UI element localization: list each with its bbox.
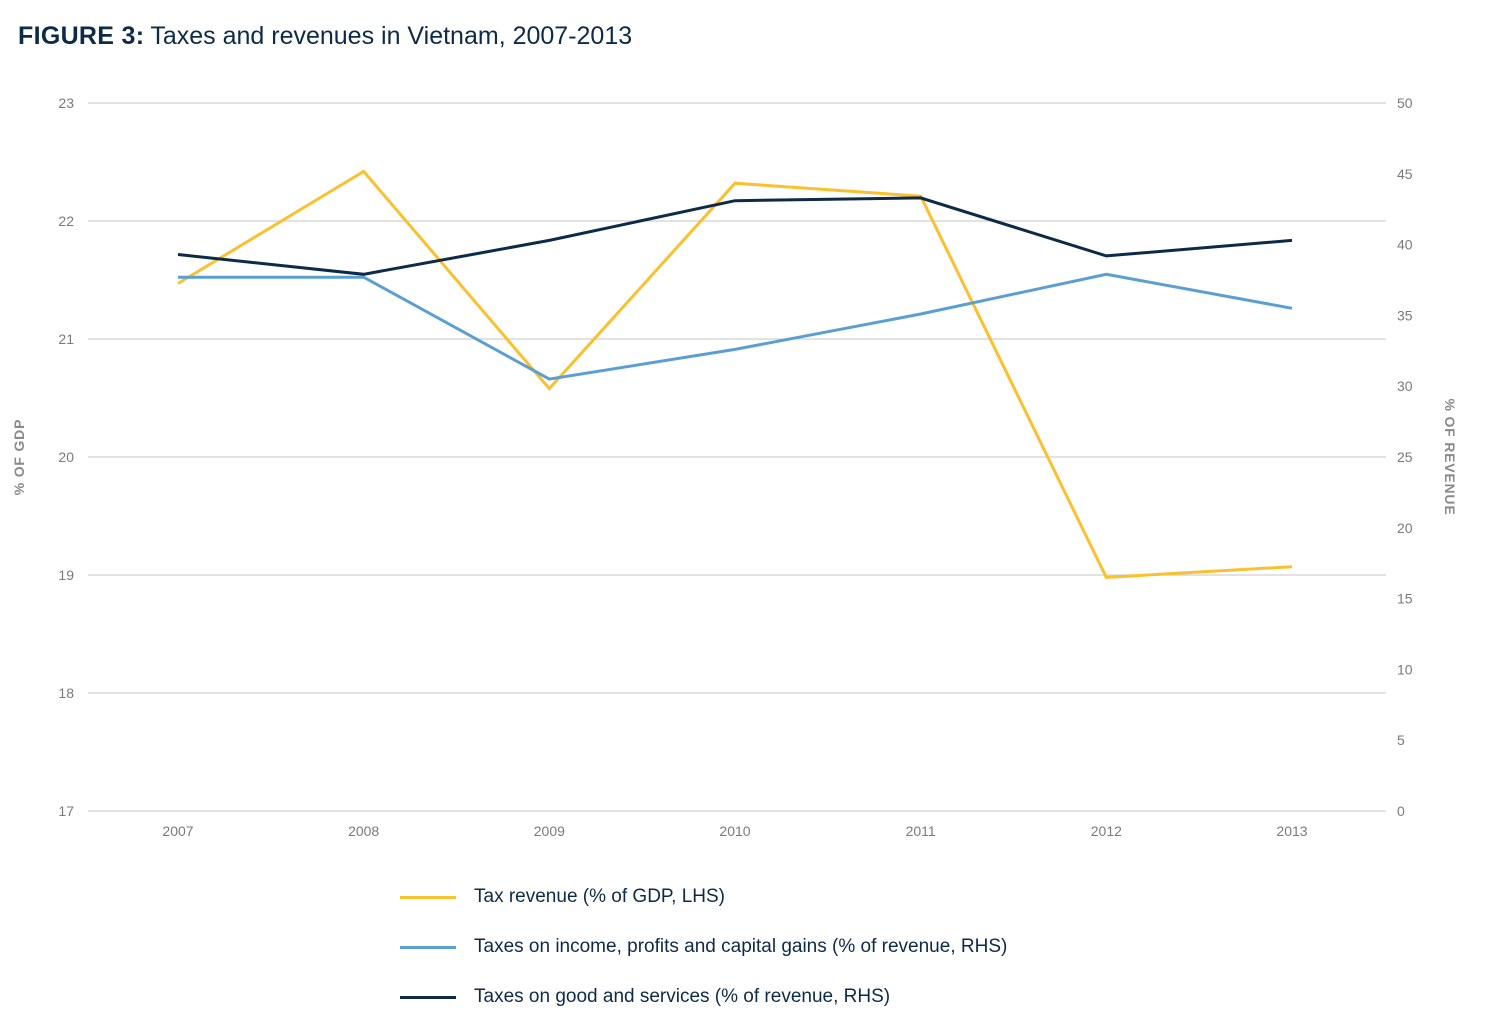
series-line-2	[177, 196, 1293, 276]
legend-label: Taxes on good and services (% of revenue…	[474, 986, 891, 1007]
legend-item-tax-revenue: Tax revenue (% of GDP, LHS)	[400, 872, 1007, 922]
series-lines	[177, 169, 1293, 579]
right-axis-ticks: 0 5 10 15 20 25 30 35 40 45 50	[1397, 95, 1413, 819]
legend-swatch-income-taxes	[400, 945, 456, 949]
chart-title: FIGURE 3: Taxes and revenues in Vietnam, …	[18, 22, 632, 51]
legend-item-goods-services: Taxes on good and services (% of revenue…	[400, 972, 1007, 1022]
right-tick-label: 50	[1397, 95, 1413, 111]
legend: Tax revenue (% of GDP, LHS) Taxes on inc…	[400, 872, 1007, 1022]
right-tick-label: 20	[1397, 520, 1413, 536]
right-tick-label: 45	[1397, 166, 1413, 182]
left-tick-label: 18	[58, 685, 74, 701]
right-tick-label: 30	[1397, 378, 1413, 394]
legend-label: Taxes on income, profits and capital gai…	[474, 936, 1008, 957]
x-tick-label: 2013	[1276, 823, 1307, 839]
right-tick-label: 40	[1397, 237, 1413, 253]
x-tick-label: 2008	[348, 823, 379, 839]
right-tick-label: 25	[1397, 449, 1413, 465]
figure-title-text: Taxes and revenues in Vietnam, 2007-2013	[150, 22, 633, 50]
x-axis-ticks: 2007 2008 2009 2010 2011 2012 2013	[162, 823, 1307, 839]
left-tick-label: 17	[58, 803, 74, 819]
line-chart: 17 18 19 20 21 22 23 0 5 10 15 20 25 30 35 40 45 50 2007…	[11, 95, 1458, 839]
x-tick-label: 2009	[534, 823, 565, 839]
left-tick-label: 22	[58, 213, 74, 229]
legend-swatch-tax-revenue	[400, 895, 456, 899]
legend-swatch-goods-services	[400, 995, 456, 999]
left-tick-label: 21	[58, 331, 74, 347]
left-tick-label: 23	[58, 95, 74, 111]
right-tick-label: 5	[1397, 732, 1405, 748]
series-line-1	[178, 272, 1293, 381]
left-tick-label: 19	[58, 567, 74, 583]
x-tick-label: 2011	[906, 823, 936, 839]
right-axis-title: % OF REVENUE	[1442, 399, 1458, 516]
right-tick-label: 0	[1397, 803, 1405, 819]
legend-item-income-taxes: Taxes on income, profits and capital gai…	[400, 922, 1007, 972]
series-line-0	[177, 169, 1293, 579]
x-tick-label: 2010	[719, 823, 750, 839]
x-tick-label: 2007	[162, 823, 193, 839]
right-tick-label: 15	[1397, 591, 1413, 607]
right-tick-label: 10	[1397, 661, 1413, 677]
right-tick-label: 35	[1397, 307, 1413, 323]
left-axis-ticks: 17 18 19 20 21 22 23	[58, 95, 74, 819]
gridlines	[88, 102, 1386, 812]
x-tick-label: 2012	[1091, 823, 1122, 839]
legend-label: Tax revenue (% of GDP, LHS)	[474, 886, 725, 907]
left-tick-label: 20	[58, 449, 74, 465]
left-axis-title: % OF GDP	[11, 419, 27, 495]
figure-label: FIGURE 3:	[18, 22, 145, 50]
